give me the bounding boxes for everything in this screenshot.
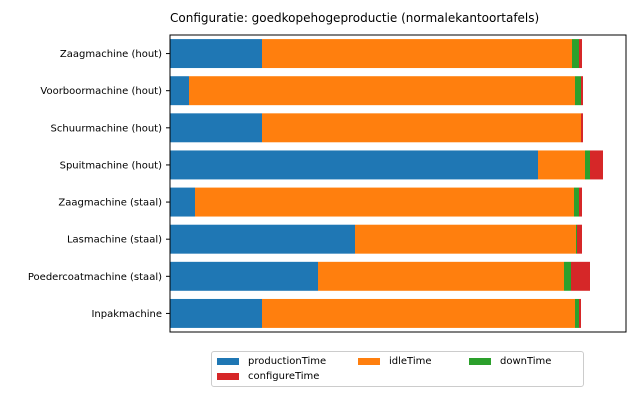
bar-idleTime-1 bbox=[189, 76, 575, 106]
legend: productionTime idleTime downTime configureT… bbox=[211, 351, 584, 387]
bar-configureTime-3 bbox=[590, 150, 603, 180]
category-labels: Zaagmachine (hout) Voorboormachine (hout)… bbox=[28, 49, 170, 320]
legend-label: productionTime bbox=[248, 356, 327, 367]
legend-label: idleTime bbox=[389, 356, 432, 367]
bar-idleTime-4 bbox=[195, 187, 574, 217]
bar-idleTime-2 bbox=[262, 113, 581, 143]
bar-idleTime-0 bbox=[262, 39, 572, 69]
y-tick-label-7: Inpakmachine bbox=[91, 309, 162, 320]
bar-configureTime-7 bbox=[579, 298, 581, 328]
bar-downTime-4 bbox=[574, 187, 579, 217]
y-tick-label-1: Voorboormachine (hout) bbox=[40, 86, 162, 97]
y-tick-label-2: Schuurmachine (hout) bbox=[51, 123, 163, 134]
bar-productionTime-4 bbox=[170, 187, 195, 217]
bar-configureTime-6 bbox=[571, 261, 590, 291]
bar-downTime-3 bbox=[585, 150, 590, 180]
bar-configureTime-2 bbox=[581, 113, 583, 143]
bar-productionTime-5 bbox=[170, 224, 355, 254]
y-tick-label-4: Zaagmachine (staal) bbox=[58, 198, 162, 209]
bar-downTime-7 bbox=[575, 298, 579, 328]
legend-swatch bbox=[217, 373, 239, 380]
bar-idleTime-7 bbox=[262, 298, 575, 328]
bar-idleTime-3 bbox=[538, 150, 585, 180]
bar-idleTime-5 bbox=[355, 224, 576, 254]
bar-productionTime-1 bbox=[170, 76, 189, 106]
legend-swatch bbox=[469, 358, 491, 365]
chart-title: Configuratie: goedkopehogeproductie (nor… bbox=[170, 11, 539, 25]
y-tick-label-6: Poedercoatmachine (staal) bbox=[28, 272, 162, 283]
bar-configureTime-5 bbox=[577, 224, 582, 254]
bar-downTime-0 bbox=[572, 39, 579, 69]
legend-item-downTime: downTime bbox=[469, 356, 551, 367]
legend-label: configureTime bbox=[248, 371, 320, 382]
legend-label: downTime bbox=[500, 356, 552, 367]
y-tick-label-0: Zaagmachine (hout) bbox=[60, 49, 162, 60]
y-tick-label-5: Lasmachine (staal) bbox=[67, 235, 162, 246]
bar-downTime-6 bbox=[564, 261, 571, 291]
bar-downTime-1 bbox=[575, 76, 581, 106]
bars-group bbox=[170, 39, 603, 328]
legend-item-productionTime: productionTime bbox=[217, 356, 326, 367]
legend-swatch bbox=[217, 358, 239, 365]
bar-productionTime-3 bbox=[170, 150, 538, 180]
bar-configureTime-0 bbox=[579, 39, 582, 69]
bar-productionTime-6 bbox=[170, 261, 318, 291]
bar-productionTime-7 bbox=[170, 298, 262, 328]
bar-configureTime-1 bbox=[581, 76, 583, 106]
legend-swatch bbox=[358, 358, 380, 365]
y-tick-label-3: Spuitmachine (hout) bbox=[60, 160, 163, 171]
bar-downTime-5 bbox=[576, 224, 577, 254]
bar-productionTime-2 bbox=[170, 113, 262, 143]
plot-frame bbox=[169, 34, 627, 333]
bar-productionTime-0 bbox=[170, 39, 262, 69]
legend-item-configureTime: configureTime bbox=[217, 371, 319, 382]
bar-idleTime-6 bbox=[318, 261, 564, 291]
bar-configureTime-4 bbox=[579, 187, 582, 217]
legend-item-idleTime: idleTime bbox=[358, 356, 432, 367]
